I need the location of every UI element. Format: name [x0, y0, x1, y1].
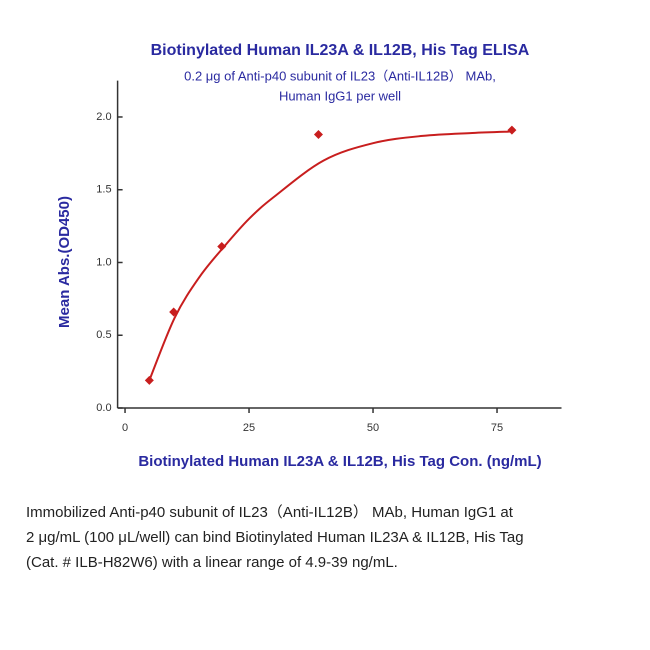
caption-line: Immobilized Anti-p40 subunit of IL23（Ant… [26, 504, 513, 521]
caption: Immobilized Anti-p40 subunit of IL23（Ant… [26, 500, 636, 575]
y-tick-label: 1.0 [96, 256, 111, 268]
fit-curve [148, 130, 512, 381]
caption-line: (Cat. # ILB-H82W6) with a linear range o… [26, 554, 398, 571]
chart-title: Biotinylated Human IL23A & IL12B, His Ta… [151, 42, 530, 59]
x-tick-label: 75 [491, 422, 503, 434]
y-tick-label: 0.0 [96, 402, 111, 414]
x-tick-label: 0 [122, 422, 128, 434]
y-tick-label: 0.5 [96, 329, 111, 341]
chart-subtitle: 0.2 μg of Anti-p40 subunit of IL23（Anti-… [184, 68, 496, 83]
chart-subtitle: Human IgG1 per well [279, 88, 401, 103]
data-point [507, 125, 517, 135]
y-tick-label: 2.0 [96, 111, 111, 123]
x-tick-label: 25 [243, 422, 255, 434]
chart: Biotinylated Human IL23A & IL12B, His Ta… [56, 42, 562, 470]
caption-line: 2 μg/mL (100 μL/well) can bind Biotinyla… [26, 529, 524, 546]
x-tick-label: 50 [367, 422, 379, 434]
x-axis-label: Biotinylated Human IL23A & IL12B, His Ta… [138, 453, 541, 470]
data-point [217, 241, 227, 251]
data-point [169, 307, 179, 317]
data-point [313, 129, 323, 139]
y-tick-label: 1.5 [96, 184, 111, 196]
data-point [144, 375, 154, 385]
y-axis-label: Mean Abs.(OD450) [56, 196, 73, 328]
